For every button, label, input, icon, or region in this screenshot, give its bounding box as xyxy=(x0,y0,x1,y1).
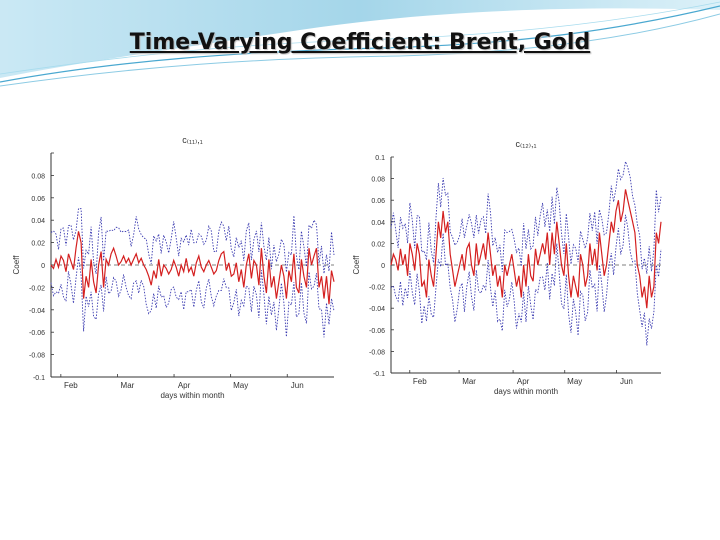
y-tick-label: 0.02 xyxy=(371,241,385,248)
title-bar-wave-line xyxy=(0,1,720,75)
y-tick-label: -0.04 xyxy=(369,306,385,313)
x-tick-label: Jun xyxy=(291,381,304,390)
title-bar-decoration xyxy=(0,0,720,87)
y-tick-label: -0.1 xyxy=(373,371,385,378)
y-tick-label: -0.08 xyxy=(369,349,385,356)
upper-band-line xyxy=(390,159,662,274)
y-axis-label: Coeff xyxy=(12,255,21,275)
chart-panel-1: 0.08 0.06 0.04 0.02 0 -0.02 -0.04 -0.06 -0.08 -0.… xyxy=(12,135,335,400)
slide-title: Time-Varying Coefficient: Brent, Gold xyxy=(129,30,591,55)
upper-band-line xyxy=(50,207,335,274)
y-tick-label: 0.02 xyxy=(31,241,45,248)
x-tick-label: Mar xyxy=(121,381,135,390)
x-axis-label: days within month xyxy=(160,391,224,400)
y-axis-label: Coeff xyxy=(352,255,361,275)
y-tick-label: 0 xyxy=(41,263,45,270)
lower-band-line xyxy=(50,257,335,338)
y-tick-label: -0.02 xyxy=(369,285,385,292)
y-tick-label: 0.04 xyxy=(371,220,385,227)
x-axis-label: days within month xyxy=(494,387,558,396)
y-tick-label: -0.06 xyxy=(29,330,45,337)
x-tick-label: Feb xyxy=(64,381,78,390)
y-tick-label: 0.08 xyxy=(31,173,45,180)
chart-title: c₍₁₂₎,₁ xyxy=(516,139,537,149)
x-tick-label: Apr xyxy=(517,377,530,386)
y-tick-label: 0.06 xyxy=(31,196,45,203)
title-bar-wave xyxy=(0,0,720,78)
y-tick-label: -0.1 xyxy=(33,375,45,382)
y-tick-label: 0.08 xyxy=(371,177,385,184)
estimate-line xyxy=(390,189,662,309)
title-bar-wave-line xyxy=(0,13,720,87)
x-tick-label: Jun xyxy=(620,377,633,386)
y-tick-label: 0.06 xyxy=(371,198,385,205)
x-tick-label: Apr xyxy=(178,381,191,390)
x-tick-label: May xyxy=(233,381,248,390)
title-bar-wave-line xyxy=(0,5,720,83)
y-tick-label: 0.1 xyxy=(375,155,385,162)
x-tick-label: May xyxy=(567,377,582,386)
chart-title: c₍₁₁₎,₁ xyxy=(182,135,203,145)
y-tick-label: -0.02 xyxy=(29,285,45,292)
x-tick-label: Feb xyxy=(413,377,427,386)
y-tick-label: 0.04 xyxy=(31,218,45,225)
y-tick-label: 0 xyxy=(381,263,385,270)
y-tick-label: -0.08 xyxy=(29,353,45,360)
y-tick-label: -0.04 xyxy=(29,308,45,315)
estimate-line xyxy=(50,231,335,305)
x-tick-label: Mar xyxy=(462,377,476,386)
y-tick-label: -0.06 xyxy=(369,328,385,335)
chart-panel-2: 0.1 0.08 0.06 0.04 0.02 0 -0.02 -0.04 -0.06 -0.08… xyxy=(352,139,662,396)
